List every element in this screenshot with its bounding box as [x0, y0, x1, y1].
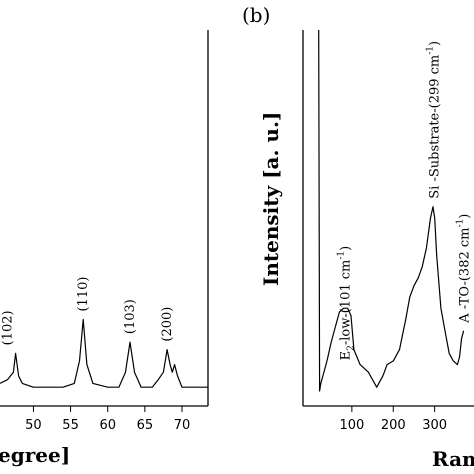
panel-b-x-axis-label: Ram — [432, 447, 474, 471]
panel-a-peak-annotation: (110) — [76, 277, 91, 312]
panel-a-x-tick-label: 60 — [99, 418, 116, 433]
panel-a-peak-annotation: (103) — [123, 299, 138, 334]
panel-b-y-axis-label: Intensity [a. u.] — [259, 112, 283, 286]
panel-a-peak-labels: (102) (110) (103) (200) — [0, 277, 175, 346]
panel-b-x-tick-label: 300 — [422, 418, 447, 433]
panel-a-x-tick-label: 65 — [137, 418, 154, 433]
panel-b-peak-labels: E2-low-(101 cm-1) Si -Substrate-(299 cm-1… — [337, 41, 473, 361]
panel-a-xrd-chart: 50 55 60 65 70 (102) (110) (103) (200) egree] — [0, 30, 209, 467]
panel-a-x-tick-label: 70 — [174, 418, 191, 433]
panel-b-series-line — [318, 29, 465, 392]
panel-b-x-tick-label: 100 — [339, 418, 364, 433]
panel-a-x-tick-label: 55 — [62, 418, 79, 433]
panel-a-x-ticks: 50 55 60 65 70 — [25, 406, 190, 433]
panel-b-x-ticks: 100 200 300 — [339, 406, 447, 433]
panel-b-peak-annotation: Si -Substrate-(299 cm-1) — [425, 41, 442, 199]
panel-a-x-tick-label: 50 — [25, 418, 42, 433]
panel-a-peak-annotation: (102) — [0, 310, 15, 345]
panel-b-peak-annotation: A -TO-(382 cm-1) — [455, 214, 472, 324]
panel-a-peak-annotation: (200) — [160, 307, 175, 342]
panel-b-raman-chart: (b) 100 200 300 E2-low-(101 cm-1) Si -Subst… — [242, 3, 474, 471]
panel-a-x-axis-label: egree] — [0, 443, 70, 467]
panel-b-x-tick-label: 200 — [381, 418, 406, 433]
panel-b-peak-annotation: E2-low-(101 cm-1) — [337, 246, 357, 361]
panel-a-series-line — [0, 318, 208, 388]
panel-b-label: (b) — [242, 3, 270, 27]
